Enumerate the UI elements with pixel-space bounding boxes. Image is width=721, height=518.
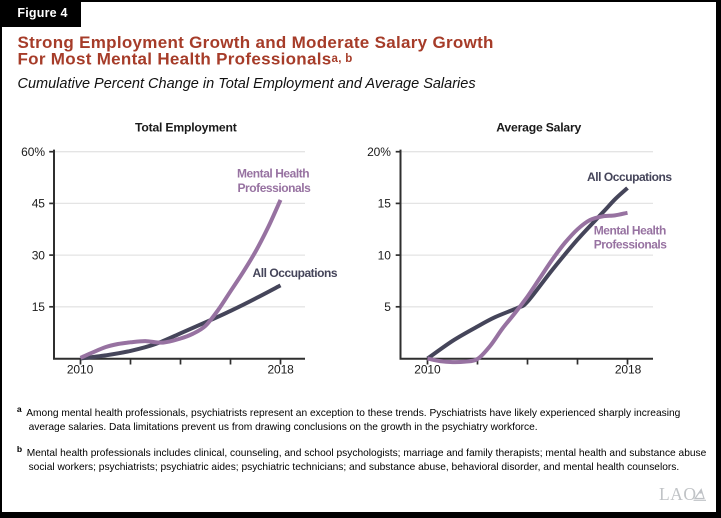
svg-text:2010: 2010: [67, 362, 94, 376]
svg-text:2018: 2018: [615, 362, 642, 376]
svg-text:15: 15: [32, 300, 46, 314]
svg-text:10: 10: [378, 248, 392, 262]
svg-text:5: 5: [384, 300, 391, 314]
svg-text:All Occupations: All Occupations: [587, 170, 672, 184]
svg-text:Mental Health: Mental Health: [594, 223, 666, 237]
svg-text:All Occupations: All Occupations: [253, 266, 338, 280]
svg-text:20%: 20%: [367, 145, 391, 159]
svg-text:2018: 2018: [267, 362, 294, 376]
svg-text:15: 15: [378, 197, 392, 211]
svg-text:30: 30: [32, 248, 46, 262]
svg-text:60%: 60%: [21, 145, 45, 159]
svg-text:2010: 2010: [414, 362, 441, 376]
svg-text:45: 45: [32, 197, 46, 211]
svg-text:Average Salary: Average Salary: [496, 120, 581, 134]
svg-text:Professionals: Professionals: [238, 181, 312, 195]
svg-text:Mental Health: Mental Health: [237, 167, 309, 181]
svg-text:Total Employment: Total Employment: [135, 120, 237, 134]
svg-text:Professionals: Professionals: [594, 238, 668, 252]
